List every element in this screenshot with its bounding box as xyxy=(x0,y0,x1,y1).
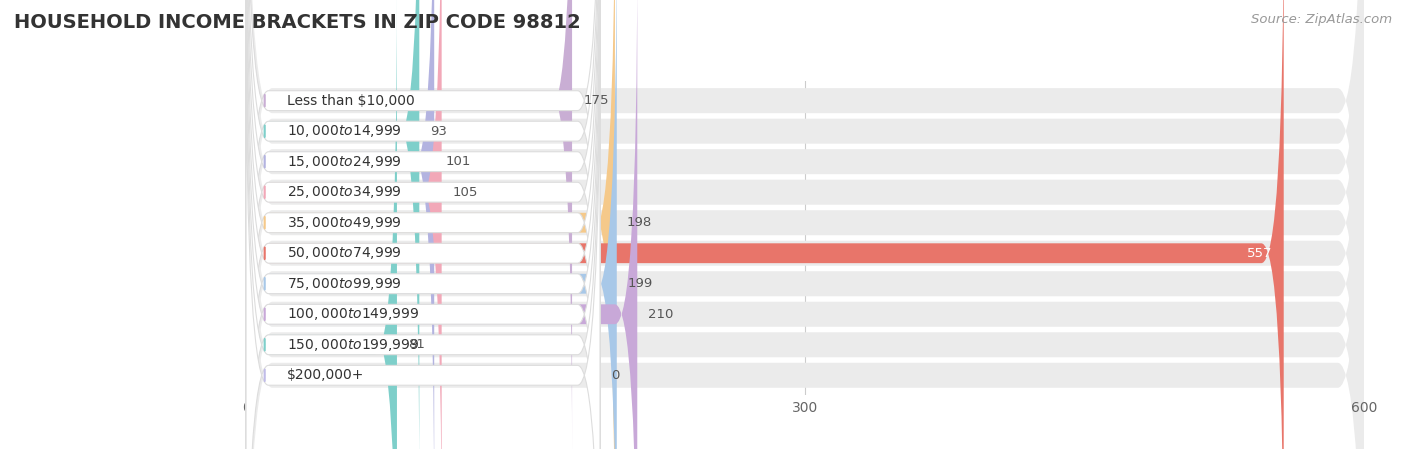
Text: 105: 105 xyxy=(453,186,478,199)
FancyBboxPatch shape xyxy=(246,0,396,449)
Text: $25,000 to $34,999: $25,000 to $34,999 xyxy=(287,184,402,200)
Text: 557: 557 xyxy=(1247,247,1272,260)
FancyBboxPatch shape xyxy=(246,0,1364,449)
FancyBboxPatch shape xyxy=(246,0,637,449)
Text: Less than $10,000: Less than $10,000 xyxy=(287,94,415,108)
FancyBboxPatch shape xyxy=(246,0,600,449)
FancyBboxPatch shape xyxy=(246,0,572,449)
Text: 0: 0 xyxy=(612,369,620,382)
Text: $150,000 to $199,999: $150,000 to $199,999 xyxy=(287,337,419,353)
Text: 210: 210 xyxy=(648,308,673,321)
Text: $100,000 to $149,999: $100,000 to $149,999 xyxy=(287,306,419,322)
Text: 93: 93 xyxy=(430,125,447,138)
Text: $10,000 to $14,999: $10,000 to $14,999 xyxy=(287,123,402,139)
FancyBboxPatch shape xyxy=(246,0,1364,449)
Text: 175: 175 xyxy=(583,94,609,107)
FancyBboxPatch shape xyxy=(246,0,441,449)
Text: $15,000 to $24,999: $15,000 to $24,999 xyxy=(287,154,402,170)
FancyBboxPatch shape xyxy=(246,0,1364,449)
FancyBboxPatch shape xyxy=(246,0,1364,449)
Text: $50,000 to $74,999: $50,000 to $74,999 xyxy=(287,245,402,261)
FancyBboxPatch shape xyxy=(246,0,600,449)
FancyBboxPatch shape xyxy=(246,0,600,449)
FancyBboxPatch shape xyxy=(246,0,600,449)
FancyBboxPatch shape xyxy=(246,0,617,449)
FancyBboxPatch shape xyxy=(246,0,600,449)
FancyBboxPatch shape xyxy=(246,0,600,449)
FancyBboxPatch shape xyxy=(246,0,600,449)
FancyBboxPatch shape xyxy=(246,0,434,449)
Text: $200,000+: $200,000+ xyxy=(287,368,364,382)
Text: $35,000 to $49,999: $35,000 to $49,999 xyxy=(287,215,402,231)
Text: HOUSEHOLD INCOME BRACKETS IN ZIP CODE 98812: HOUSEHOLD INCOME BRACKETS IN ZIP CODE 98… xyxy=(14,13,581,32)
FancyBboxPatch shape xyxy=(246,0,600,449)
FancyBboxPatch shape xyxy=(246,0,1364,449)
FancyBboxPatch shape xyxy=(246,0,1284,449)
FancyBboxPatch shape xyxy=(246,0,1364,449)
Text: 81: 81 xyxy=(408,338,425,351)
Text: $75,000 to $99,999: $75,000 to $99,999 xyxy=(287,276,402,292)
FancyBboxPatch shape xyxy=(246,0,419,449)
Text: 198: 198 xyxy=(626,216,651,229)
Text: Source: ZipAtlas.com: Source: ZipAtlas.com xyxy=(1251,13,1392,26)
FancyBboxPatch shape xyxy=(246,0,614,449)
FancyBboxPatch shape xyxy=(246,0,1364,449)
FancyBboxPatch shape xyxy=(246,0,600,449)
Text: 101: 101 xyxy=(446,155,471,168)
FancyBboxPatch shape xyxy=(246,19,600,449)
Text: 199: 199 xyxy=(628,277,654,290)
FancyBboxPatch shape xyxy=(246,0,1364,449)
FancyBboxPatch shape xyxy=(246,0,1364,449)
FancyBboxPatch shape xyxy=(246,0,1364,449)
